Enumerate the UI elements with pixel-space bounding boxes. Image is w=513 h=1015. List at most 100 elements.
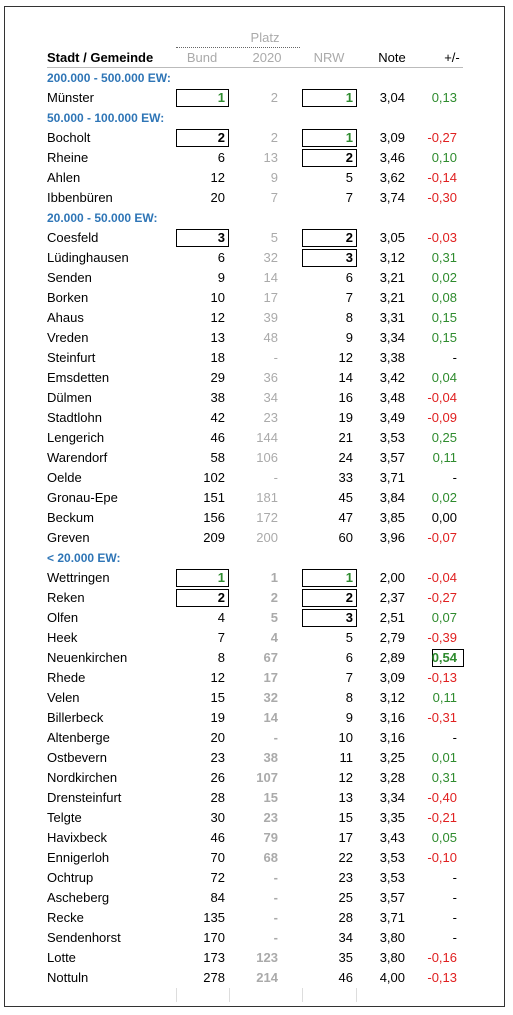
cell: 1 (217, 90, 225, 105)
cell: 3,16 (379, 730, 405, 745)
cell: 45 (338, 490, 353, 505)
cell: 67 (263, 650, 278, 665)
cell: 36 (263, 370, 278, 385)
cell: 14 (338, 370, 353, 385)
cell: - (452, 870, 457, 885)
rank-box (302, 249, 357, 267)
cell: 214 (256, 970, 278, 985)
cell: 13 (210, 330, 225, 345)
cell: 3,71 (379, 910, 405, 925)
cell: 3,84 (379, 490, 405, 505)
cell: 28 (338, 910, 353, 925)
cell: 3,34 (379, 330, 405, 345)
city-name: Recke (47, 910, 84, 925)
cell: 29 (210, 370, 225, 385)
cell: 34 (338, 930, 353, 945)
cell: 32 (263, 690, 278, 705)
cell: 2 (217, 590, 225, 605)
cell: 6 (345, 270, 353, 285)
cell: 15 (263, 790, 278, 805)
cell: -0,16 (427, 950, 457, 965)
cell: - (452, 350, 457, 365)
cell: 17 (338, 830, 353, 845)
cell: -0,07 (427, 530, 457, 545)
cell: 3,35 (379, 810, 405, 825)
column-header: Note (378, 50, 406, 65)
cell: 13 (338, 790, 353, 805)
cell: 2 (345, 150, 353, 165)
cell: 48 (263, 330, 278, 345)
cell: 3 (217, 230, 225, 245)
cell: 6 (217, 150, 225, 165)
cell: 46 (338, 970, 353, 985)
city-name: Rheine (47, 150, 89, 165)
cell: 7 (270, 190, 278, 205)
group-header: Platz (250, 30, 280, 45)
cell: - (273, 890, 278, 905)
cell: 10 (338, 730, 353, 745)
cell: 1 (345, 570, 353, 585)
city-name: Velen (47, 690, 80, 705)
cell: 7 (345, 190, 353, 205)
cell: 3,09 (379, 130, 405, 145)
cell: 2,79 (379, 630, 405, 645)
city-name: Münster (47, 90, 94, 105)
cell: -0,31 (427, 710, 457, 725)
cell: 38 (263, 750, 278, 765)
city-name: Greven (47, 530, 90, 545)
cell: 1 (345, 130, 353, 145)
city-name: Ochtrup (47, 870, 94, 885)
cell: 15 (338, 810, 353, 825)
rank-box (302, 229, 357, 247)
cell: -0,04 (427, 390, 457, 405)
city-name: Gronau-Epe (47, 490, 118, 505)
cell: 39 (263, 310, 278, 325)
cell: 0,11 (432, 450, 457, 465)
cell: 3,12 (379, 250, 405, 265)
header-underline (47, 67, 463, 68)
cell: 21 (338, 430, 353, 445)
cell: 0,13 (431, 90, 457, 105)
cell: 13 (263, 150, 278, 165)
cell: 3,48 (379, 390, 405, 405)
cell: 16 (338, 390, 353, 405)
section-title: < 20.000 EW: (47, 551, 121, 565)
cell: 0,01 (431, 750, 457, 765)
column-header: 2020 (252, 50, 282, 65)
city-name: Sendenhorst (47, 930, 121, 945)
city-name: Dülmen (47, 390, 92, 405)
cell: -0,14 (427, 170, 457, 185)
city-name: Borken (47, 290, 89, 305)
cell: 3,12 (379, 690, 405, 705)
rank-box (302, 569, 357, 587)
cell: 7 (345, 290, 353, 305)
cell: 11 (339, 750, 354, 765)
cell: 144 (256, 430, 278, 445)
city-name: Coesfeld (47, 230, 99, 245)
cell: -0,27 (427, 590, 457, 605)
city-name: Altenberge (47, 730, 110, 745)
rank-box (302, 589, 357, 607)
cell: 20 (210, 730, 225, 745)
cell: 5 (345, 630, 353, 645)
cell: -0,40 (427, 790, 457, 805)
column-separator (229, 988, 230, 1002)
cell: 32 (263, 250, 278, 265)
cell: 3,80 (379, 950, 405, 965)
city-name: Neuenkirchen (47, 650, 128, 665)
cell: - (452, 910, 457, 925)
cell: 8 (345, 310, 353, 325)
city-name: Senden (47, 270, 92, 285)
cell: 0,25 (431, 430, 457, 445)
cell: 68 (263, 850, 278, 865)
cell: 3,25 (379, 750, 405, 765)
cell: 0,02 (431, 490, 457, 505)
cell: 79 (263, 830, 278, 845)
cell: 0,07 (431, 610, 457, 625)
city-name: Bocholt (47, 130, 91, 145)
cell: -0,10 (427, 850, 457, 865)
city-name: Heek (47, 630, 78, 645)
cell: -0,30 (427, 190, 457, 205)
cell: 9 (270, 170, 278, 185)
city-name: Olfen (47, 610, 79, 625)
